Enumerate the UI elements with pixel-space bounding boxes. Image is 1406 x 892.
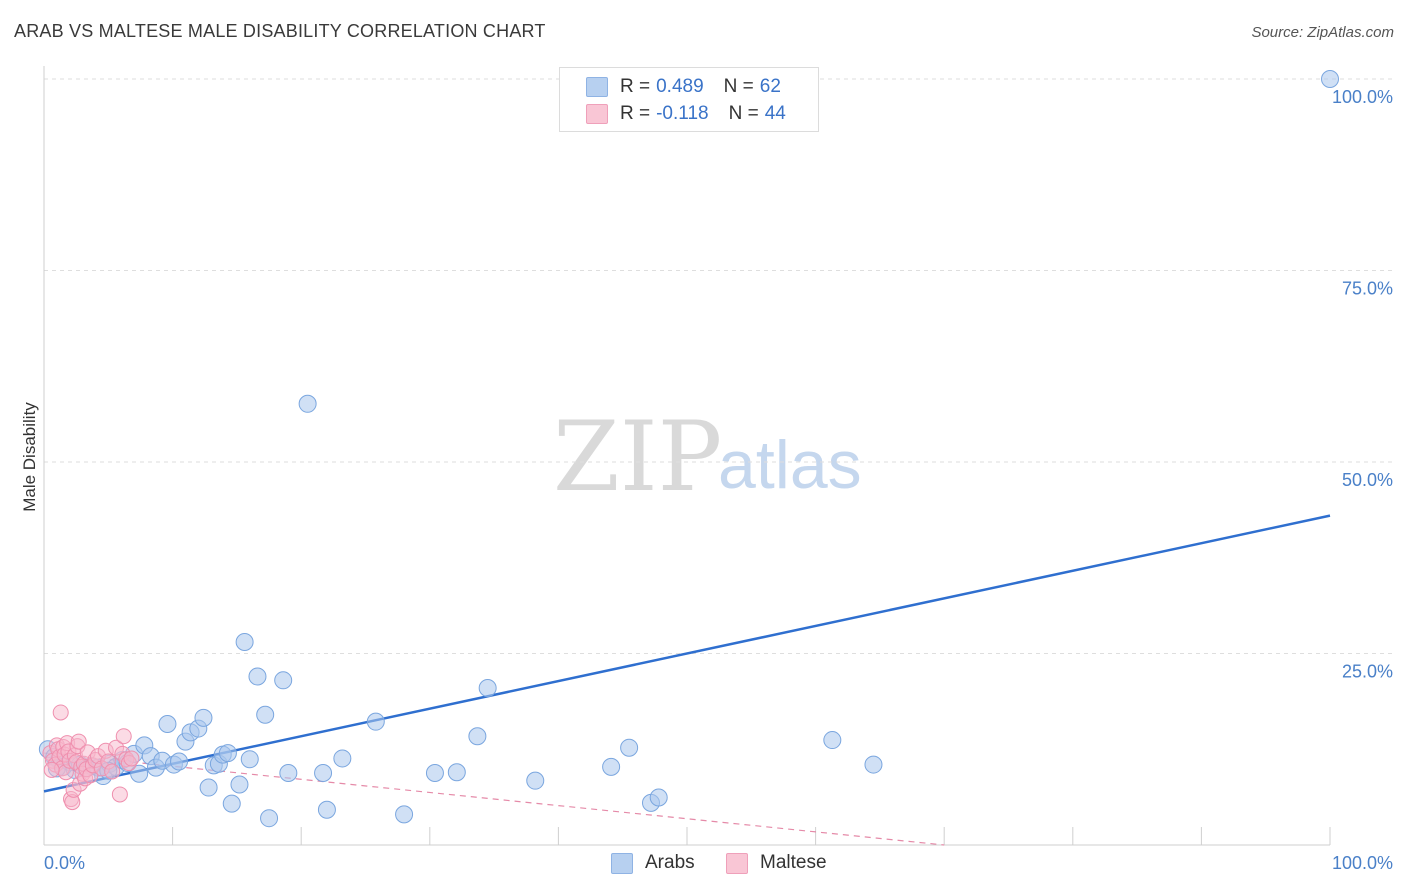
- arabs-point: [248, 667, 267, 686]
- arabs-point: [314, 763, 333, 782]
- maltese-point: [123, 750, 140, 767]
- maltese-point: [52, 704, 69, 721]
- arabs-point: [425, 763, 444, 782]
- legend-n-label: N =: [723, 76, 754, 97]
- maltese-point: [104, 763, 121, 780]
- trend-lines: [43, 514, 1331, 846]
- arabs-point: [1321, 70, 1339, 88]
- legend-r-value: 0.489: [656, 76, 704, 97]
- arabs-legend-label: Arabs: [645, 852, 695, 873]
- grid-lines: [44, 78, 1394, 654]
- y-tick-label: 100.0%: [1332, 87, 1393, 107]
- arabs-swatch: [586, 77, 608, 97]
- y-tick-label: 25.0%: [1342, 662, 1393, 682]
- arabs-point: [649, 788, 668, 807]
- arabs-point: [317, 800, 336, 819]
- arabs-point: [478, 678, 497, 697]
- bottom-legend-maltese: Maltese: [726, 852, 827, 874]
- arabs-point: [620, 738, 639, 757]
- arabs-point: [864, 755, 883, 774]
- y-axis-title: Male Disability: [20, 402, 39, 512]
- chart-title: ARAB VS MALTESE MALE DISABILITY CORRELAT…: [14, 21, 546, 41]
- legend-n-label: N =: [728, 103, 759, 124]
- legend-n-value: 62: [759, 76, 781, 97]
- x-tick-label: 0.0%: [44, 853, 85, 873]
- maltese-legend-swatch: [726, 852, 748, 874]
- y-tick-labels: 25.0% 50.0% 75.0% 100.0%: [1332, 87, 1393, 682]
- maltese-point: [43, 761, 60, 778]
- y-tick-label: 50.0%: [1342, 470, 1393, 490]
- arabs-point: [130, 764, 149, 783]
- maltese-trend-line: [43, 752, 945, 846]
- arabs-legend-swatch: [611, 852, 633, 874]
- arabs-point: [256, 705, 275, 724]
- arabs-point: [199, 778, 218, 797]
- arabs-point: [333, 749, 352, 768]
- data-points: [38, 70, 1339, 828]
- arabs-point: [823, 731, 842, 750]
- maltese-point: [70, 733, 87, 750]
- arabs-point: [222, 794, 241, 813]
- arabs-point: [395, 805, 414, 824]
- axes: [43, 66, 1331, 846]
- arabs-point: [526, 771, 545, 790]
- y-tick-label: 75.0%: [1342, 279, 1393, 299]
- legend-row-maltese: R = -0.118 N = 44: [586, 101, 786, 127]
- maltese-point: [111, 786, 128, 803]
- watermark-zip: ZIP: [553, 401, 722, 513]
- correlation-legend: R = 0.489 N = 62 R = -0.118 N = 44: [559, 67, 819, 132]
- arabs-trend-line: [43, 514, 1331, 793]
- arabs-point: [158, 714, 177, 733]
- arabs-point: [235, 633, 254, 652]
- arabs-point: [170, 752, 189, 771]
- source-credit: Source: ZipAtlas.com: [1251, 24, 1394, 41]
- legend-r-label: R =: [620, 76, 651, 97]
- arabs-point: [366, 712, 385, 731]
- arabs-point: [260, 809, 279, 828]
- legend-r-value: -0.118: [656, 103, 709, 124]
- legend-n-value: 44: [764, 103, 786, 124]
- bottom-legend-arabs: Arabs: [611, 852, 695, 874]
- legend-row-arabs: R = 0.489 N = 62: [586, 74, 781, 100]
- arabs-point: [194, 708, 213, 727]
- legend-r-label: R =: [620, 103, 651, 124]
- arabs-point: [218, 744, 237, 763]
- arabs-point: [240, 750, 259, 769]
- maltese-legend-label: Maltese: [760, 852, 827, 873]
- arabs-point: [298, 394, 317, 413]
- arabs-point: [468, 727, 487, 746]
- arabs-point: [279, 763, 298, 782]
- arabs-point: [602, 757, 621, 776]
- x-tick-label: 100.0%: [1332, 853, 1393, 873]
- maltese-swatch: [586, 104, 608, 124]
- arabs-point: [230, 775, 249, 794]
- arabs-point: [274, 671, 293, 690]
- arabs-point: [447, 763, 466, 782]
- x-tick-labels: 0.0% 100.0%: [44, 853, 1393, 873]
- watermark-atlas: atlas: [718, 427, 862, 503]
- maltese-point: [115, 728, 132, 745]
